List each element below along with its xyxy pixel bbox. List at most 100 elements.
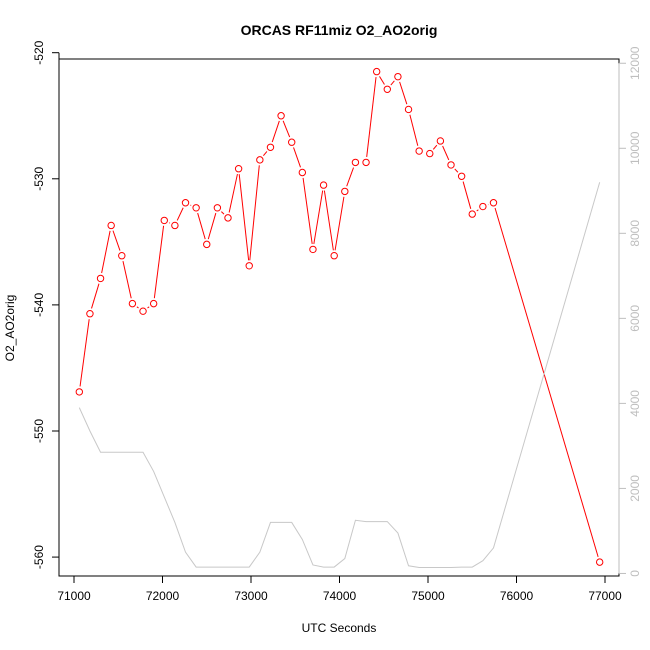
series-0-segment bbox=[271, 120, 280, 143]
series-0-point bbox=[415, 147, 423, 155]
x-tick-label: 71000 bbox=[57, 589, 91, 603]
series-0-point bbox=[160, 216, 168, 225]
series-0-point bbox=[86, 310, 94, 318]
series-0-point bbox=[128, 299, 137, 308]
series-0-point bbox=[468, 210, 476, 218]
x-axis-label: UTC Seconds bbox=[302, 621, 377, 635]
series-0-point bbox=[330, 252, 338, 260]
series-0-segment bbox=[207, 212, 217, 240]
series-0-point bbox=[309, 245, 317, 254]
series-0-point bbox=[489, 199, 498, 207]
series-0-segment bbox=[228, 173, 238, 213]
series-0-segment bbox=[282, 120, 291, 138]
series-0-point bbox=[298, 168, 307, 177]
y-axis-label: O2_AO2orig bbox=[3, 295, 17, 362]
series-0-point bbox=[75, 388, 84, 396]
series-0-point bbox=[107, 221, 115, 230]
series-0-segment bbox=[409, 114, 419, 146]
x-tick-label: 75000 bbox=[411, 589, 445, 603]
y-tick-label: -540 bbox=[32, 293, 46, 317]
series-0-point bbox=[139, 307, 147, 315]
y2-tick-label: 0 bbox=[628, 570, 642, 577]
series-0-segment bbox=[476, 209, 479, 212]
series-0-segment bbox=[79, 319, 90, 387]
series-0-point bbox=[149, 299, 158, 308]
series-0-segment bbox=[101, 230, 111, 274]
chart-title: ORCAS RF11miz O2_AO2orig bbox=[241, 22, 438, 38]
series-0-point bbox=[234, 165, 243, 173]
y-tick-label: -530 bbox=[32, 166, 46, 190]
series-0-point bbox=[404, 105, 413, 114]
series-0-segment bbox=[91, 283, 100, 309]
series-0-point bbox=[192, 204, 200, 212]
series-0-point bbox=[245, 262, 253, 270]
series-0-point bbox=[256, 156, 264, 164]
series-0-segment bbox=[462, 181, 472, 209]
series-0-point bbox=[341, 187, 349, 196]
series-0-segment bbox=[112, 230, 121, 251]
series-0-segment bbox=[334, 196, 345, 251]
x-tick-label: 76000 bbox=[500, 589, 534, 603]
series-0-point bbox=[595, 558, 604, 566]
y-tick-label: -550 bbox=[32, 419, 46, 443]
series-0-segment bbox=[221, 211, 225, 215]
series-0-segment bbox=[238, 174, 250, 261]
series-0-point bbox=[266, 143, 275, 151]
series-0-point bbox=[457, 172, 466, 180]
series-0-point bbox=[118, 252, 126, 260]
y2-tick-label: 4000 bbox=[628, 390, 642, 417]
x-tick-label: 72000 bbox=[146, 589, 180, 603]
series-0-point bbox=[319, 181, 328, 189]
series-0-segment bbox=[432, 144, 438, 150]
series-0-segment bbox=[153, 225, 165, 299]
x-tick-label: 73000 bbox=[234, 589, 268, 603]
series-0-point bbox=[96, 274, 105, 283]
series-0-segment bbox=[399, 81, 408, 105]
y2-tick-label: 8000 bbox=[628, 220, 642, 247]
y-tick-label: -560 bbox=[32, 545, 46, 569]
series-0-segment bbox=[390, 80, 395, 86]
series-0-point bbox=[447, 161, 455, 169]
plot-frame bbox=[58, 58, 620, 577]
series-0-point bbox=[362, 158, 370, 167]
x-axis: 71000 72000 73000 74000 75000 76000 77000 bbox=[57, 575, 622, 603]
series-0-point bbox=[277, 112, 285, 120]
series-0-segment bbox=[302, 177, 313, 245]
series-0-segment bbox=[346, 167, 355, 187]
series-0-segment bbox=[122, 260, 132, 299]
series-0-point bbox=[224, 214, 232, 222]
x-tick-label: 77000 bbox=[588, 589, 622, 603]
series-0-segment bbox=[176, 207, 184, 221]
series-0-point bbox=[203, 240, 211, 249]
y2-tick-label: 10000 bbox=[628, 131, 642, 165]
y-axis: -520 -530 -540 -550 -560 bbox=[32, 40, 60, 569]
series-0-point bbox=[436, 137, 445, 145]
y-tick-label: -520 bbox=[32, 40, 46, 64]
y2-tick-label: 12000 bbox=[628, 46, 642, 80]
series-0-segment bbox=[197, 212, 206, 240]
series-0-point bbox=[372, 67, 381, 76]
series-1-line bbox=[78, 182, 601, 568]
series-0-segment bbox=[313, 190, 324, 245]
series-0-segment bbox=[454, 168, 459, 173]
series-0-segment bbox=[442, 145, 450, 161]
x-tick-label: 74000 bbox=[323, 589, 357, 603]
series-0-segment bbox=[494, 207, 599, 557]
series-0-point bbox=[426, 149, 434, 158]
y2-tick-label: 6000 bbox=[628, 305, 642, 332]
series-layer bbox=[75, 67, 604, 568]
series-0-segment bbox=[249, 165, 260, 261]
series-0-point bbox=[383, 85, 391, 93]
series-0-point bbox=[288, 138, 296, 146]
secondary-y-axis: 0 2000 4000 6000 8000 10000 12000 bbox=[618, 46, 642, 577]
y2-tick-label: 2000 bbox=[628, 475, 642, 502]
series-0-segment bbox=[293, 147, 301, 168]
series-0-segment bbox=[379, 76, 385, 85]
series-0-segment bbox=[366, 77, 377, 157]
series-0-point bbox=[479, 202, 487, 211]
series-0-point bbox=[213, 204, 222, 212]
series-0-point bbox=[171, 221, 179, 230]
series-0-point bbox=[394, 72, 402, 81]
series-0-point bbox=[351, 158, 360, 167]
